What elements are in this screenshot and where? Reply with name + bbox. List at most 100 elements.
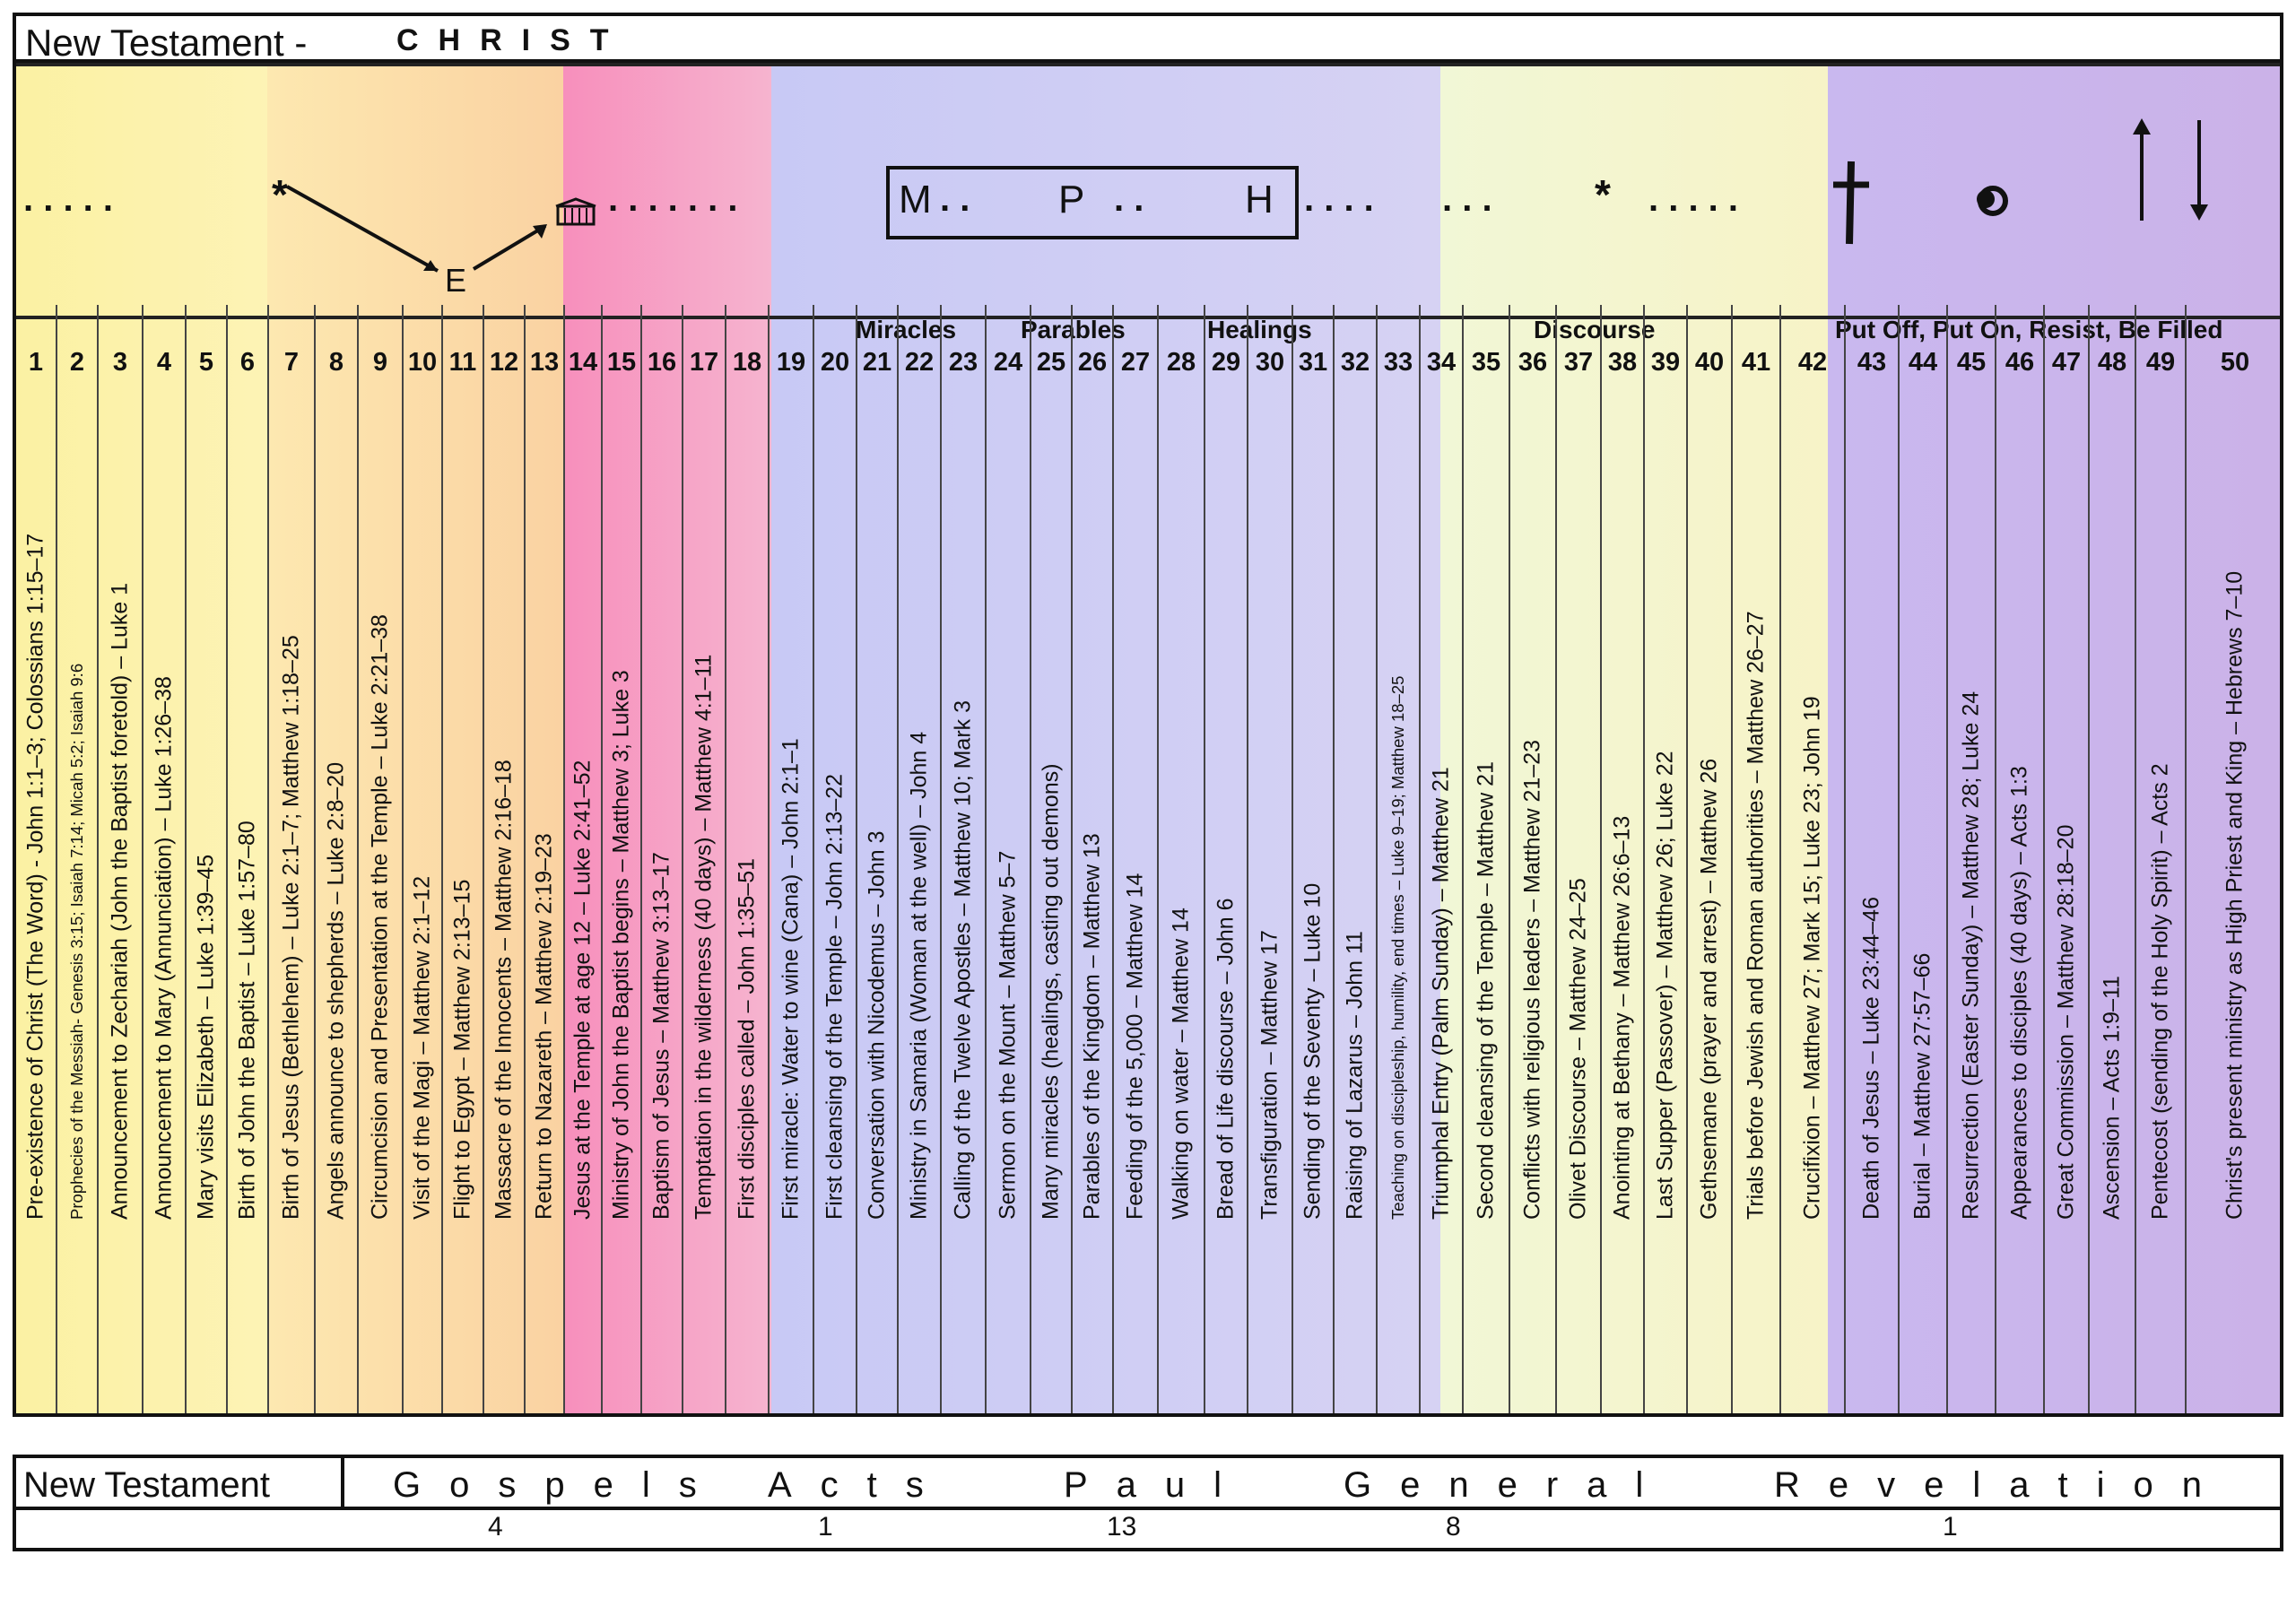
title-bar: New Testament - CHRIST	[13, 13, 2283, 64]
event-number: 43	[1857, 348, 1887, 377]
event-text-wrap: First disciples called – John 1:35–51	[726, 395, 768, 1220]
event-column: 23 Calling of the Twelve Apostles – Matth…	[940, 305, 985, 1413]
event-text-wrap: Circumcision and Presentation at the Tem…	[359, 395, 402, 1220]
event-description: Return to Nazareth – Matthew 2:19–23	[531, 833, 557, 1220]
event-text-wrap: Conflicts with religious leaders – Matth…	[1510, 395, 1555, 1220]
event-description: Gethsemane (prayer and arrest) – Matthew…	[1696, 758, 1722, 1220]
group-label-healings: Healings	[1207, 316, 1312, 343]
event-column: 19 First miracle: Water to wine (Cana) – …	[768, 305, 813, 1413]
event-number: 12	[489, 348, 519, 377]
event-description: Ascension – Acts 1:9–11	[2099, 976, 2125, 1220]
event-column: 45 Resurrection (Easter Sunday) – Matthew…	[1946, 305, 1995, 1413]
event-text-wrap: Sending of the Seventy – Luke 10	[1293, 395, 1333, 1220]
return-arrow-icon	[2190, 120, 2208, 221]
event-text-wrap: Announcement to Mary (Annunciation) – Lu…	[144, 395, 185, 1220]
event-column: 17 Temptation in the wilderness (40 days)…	[682, 305, 725, 1413]
event-column: 47 Great Commission – Matthew 28:18–20	[2043, 305, 2088, 1413]
group-label-put-off: Put Off, Put On, Resist, Be Filled	[1835, 316, 2223, 343]
event-description: Bread of Life discourse – John 6	[1213, 898, 1239, 1220]
footer-divider	[341, 1458, 344, 1507]
mph-box	[886, 166, 1299, 239]
star-icon: *	[272, 171, 288, 218]
event-column: 44 Burial – Matthew 27:57–66	[1898, 305, 1946, 1413]
event-description: First miracle: Water to wine (Cana) – Jo…	[778, 738, 804, 1220]
event-number: 1	[28, 348, 44, 377]
event-description: Circumcision and Presentation at the Tem…	[367, 614, 393, 1220]
event-column: 49 Pentecost (sending of the Holy Spirit)…	[2135, 305, 2185, 1413]
event-text-wrap: First cleansing of the Temple – John 2:1…	[814, 395, 856, 1220]
event-description: Sermon on the Mount – Matthew 5–7	[995, 850, 1021, 1220]
event-description: Mary visits Elizabeth – Luke 1:39–45	[193, 854, 219, 1220]
event-number: 35	[1471, 348, 1501, 377]
event-column: 3 Announcement to Zechariah (John the Bap…	[97, 305, 142, 1413]
event-column: 6 Birth of John the Baptist – Luke 1:57–8…	[226, 305, 267, 1413]
event-number: 38	[1607, 348, 1638, 377]
event-column: 39 Last Supper (Passover) – Matthew 26; L…	[1643, 305, 1686, 1413]
event-text-wrap: Jesus at the Temple at age 12 – Luke 2:4…	[565, 395, 601, 1220]
event-text-wrap: Angels announce to shepherds – Luke 2:8–…	[316, 395, 357, 1220]
event-description: First disciples called – John 1:35–51	[734, 857, 760, 1220]
event-text-wrap: Conversation with Nicodemus – John 3	[857, 395, 897, 1220]
event-description: Christ's present ministry as High Priest…	[2222, 570, 2248, 1220]
event-text-wrap: Ministry in Samaria (Woman at the well) …	[899, 395, 940, 1220]
event-column: 22 Ministry in Samaria (Woman at the well…	[897, 305, 940, 1413]
event-number: 11	[448, 348, 477, 377]
event-column: 28 Walking on water – Matthew 14	[1157, 305, 1204, 1413]
event-text-wrap: Gethsemane (prayer and arrest) – Matthew…	[1688, 395, 1731, 1220]
event-column: 30 Transfiguration – Matthew 17	[1247, 305, 1292, 1413]
event-number: 2	[69, 348, 85, 377]
event-text-wrap: Pentecost (sending of the Holy Spirit) –…	[2136, 395, 2185, 1220]
event-column: 15 Ministry of John the Baptist begins – …	[601, 305, 640, 1413]
event-number: 50	[2220, 348, 2250, 377]
event-description: Teaching on discipleship, humility, end …	[1388, 675, 1407, 1220]
event-number: 26	[1077, 348, 1108, 377]
event-number: 33	[1383, 348, 1413, 377]
event-description: Second cleansing of the Temple – Matthew…	[1473, 761, 1499, 1220]
footer-label: New Testament	[23, 1465, 270, 1505]
event-text-wrap: Olivet Discourse – Matthew 24–25	[1557, 395, 1600, 1220]
event-column: 48 Ascension – Acts 1:9–11	[2088, 305, 2135, 1413]
page-title: New Testament -	[25, 22, 308, 64]
event-number: 16	[647, 348, 677, 377]
event-column: 31 Sending of the Seventy – Luke 10	[1292, 305, 1333, 1413]
band-purple	[1828, 63, 2280, 1413]
event-description: Anointing at Bethany – Matthew 26:6–13	[1609, 815, 1635, 1220]
event-column: 13 Return to Nazareth – Matthew 2:19–23	[524, 305, 563, 1413]
event-text-wrap: Great Commission – Matthew 28:18–20	[2045, 395, 2088, 1220]
star-icon-2: *	[1595, 171, 1611, 218]
dots-mph-2: . .	[1114, 179, 1144, 219]
parables-marker: P	[1058, 178, 1085, 222]
event-column: 41 Trials before Jewish and Roman authori…	[1731, 305, 1779, 1413]
event-text-wrap: Crucifixion – Matthew 27; Mark 15; Luke …	[1781, 395, 1844, 1220]
event-number: 22	[904, 348, 935, 377]
event-text-wrap: Announcement to Zechariah (John the Bapt…	[99, 395, 142, 1220]
event-column: 38 Anointing at Bethany – Matthew 26:6–13	[1600, 305, 1643, 1413]
event-column: 35 Second cleansing of the Temple – Matth…	[1462, 305, 1509, 1413]
event-text-wrap: Prophecies of the Messiah- Genesis 3:15;…	[57, 395, 97, 1220]
group-label-parables: Parables	[1021, 316, 1126, 343]
event-column: 20 First cleansing of the Temple – John 2…	[813, 305, 856, 1413]
event-description: Walking on water – Matthew 14	[1168, 908, 1194, 1220]
event-column: 11 Flight to Egypt – Matthew 2:13–15	[441, 305, 483, 1413]
event-description: Announcement to Mary (Annunciation) – Lu…	[151, 676, 177, 1220]
event-description: Last Supper (Passover) – Matthew 26; Luk…	[1652, 751, 1678, 1220]
dots-start: . . . . .	[23, 179, 114, 219]
event-text-wrap: Last Supper (Passover) – Matthew 26; Luk…	[1645, 395, 1686, 1220]
row-divider	[16, 1413, 2280, 1417]
event-text-wrap: Baptism of Jesus – Matthew 3:13–17	[642, 395, 682, 1220]
event-column: 4 Announcement to Mary (Annunciation) – L…	[142, 305, 185, 1413]
event-column: 32 Raising of Lazarus – John 11	[1333, 305, 1376, 1413]
event-text-wrap: Birth of John the Baptist – Luke 1:57–80	[228, 395, 267, 1220]
event-number: 25	[1036, 348, 1066, 377]
dots-mph-1: . .	[940, 179, 970, 219]
event-text-wrap: Visit of the Magi – Matthew 2:1–12	[404, 395, 441, 1220]
event-description: Olivet Discourse – Matthew 24–25	[1565, 878, 1591, 1220]
event-number: 49	[2145, 348, 2176, 377]
event-text-wrap: Second cleansing of the Temple – Matthew…	[1464, 395, 1509, 1220]
event-column: 29 Bread of Life discourse – John 6	[1204, 305, 1247, 1413]
event-text-wrap: Return to Nazareth – Matthew 2:19–23	[526, 395, 563, 1220]
event-text-wrap: Teaching on discipleship, humility, end …	[1378, 395, 1419, 1220]
event-description: First cleansing of the Temple – John 2:1…	[822, 773, 848, 1220]
event-text-wrap: Walking on water – Matthew 14	[1159, 395, 1204, 1220]
event-text-wrap: Appearances to disciples (40 days) – Act…	[1996, 395, 2043, 1220]
